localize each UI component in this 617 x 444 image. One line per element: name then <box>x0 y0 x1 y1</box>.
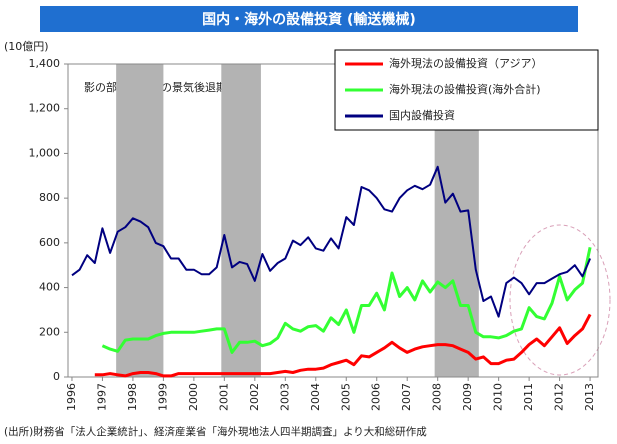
series-line <box>94 313 592 378</box>
x-tick-label: 1998 <box>126 383 139 411</box>
x-tick-label: 2007 <box>400 383 413 411</box>
x-tick-label: 2000 <box>187 383 200 411</box>
x-tick-label: 2006 <box>370 383 383 411</box>
y-tick-label: 1,400 <box>29 57 61 70</box>
x-tick-label: 2003 <box>278 383 291 411</box>
x-tick-label: 2002 <box>248 383 261 411</box>
x-tick-label: 2008 <box>431 383 444 411</box>
x-tick-label: 2009 <box>461 383 474 411</box>
series-line <box>101 246 592 354</box>
y-tick-label: 400 <box>39 281 60 294</box>
legend-label: 国内設備投資 <box>389 108 455 122</box>
legend-label: 海外現法の設備投資（アジア） <box>389 56 543 70</box>
chart-title: 国内・海外の設備投資 (輸送機械) <box>202 11 416 28</box>
y-unit: (10億円) <box>4 40 49 53</box>
plot-frame <box>67 63 599 378</box>
y-tick-label: 1,200 <box>29 102 61 115</box>
x-tick-label: 2005 <box>339 383 352 411</box>
x-tick-label: 2012 <box>553 383 566 411</box>
y-tick-label: 0 <box>53 370 60 383</box>
highlight-ellipse <box>509 224 611 376</box>
y-tick-label: 1,000 <box>29 146 61 159</box>
x-tick-label: 2001 <box>217 383 230 411</box>
y-tick-label: 200 <box>39 325 60 338</box>
legend-label: 海外現法の設備投資(海外合計) <box>389 82 541 96</box>
title-banner <box>40 6 578 32</box>
x-tick-label: 1996 <box>65 383 78 411</box>
y-tick-label: 800 <box>39 191 60 204</box>
x-tick-label: 1999 <box>156 383 169 411</box>
source: (出所)財務省「法人企業統計」、経済産業省「海外現地法人四半期調査」より大和総研… <box>4 425 427 438</box>
x-tick-label: 1997 <box>95 383 108 411</box>
recession-band <box>221 64 261 377</box>
x-tick-label: 2011 <box>522 383 535 411</box>
series-line <box>71 165 592 318</box>
y-tick-label: 600 <box>39 236 60 249</box>
x-tick-label: 2004 <box>309 383 322 411</box>
x-tick-label: 2010 <box>492 383 505 411</box>
x-tick-label: 2013 <box>583 383 596 411</box>
